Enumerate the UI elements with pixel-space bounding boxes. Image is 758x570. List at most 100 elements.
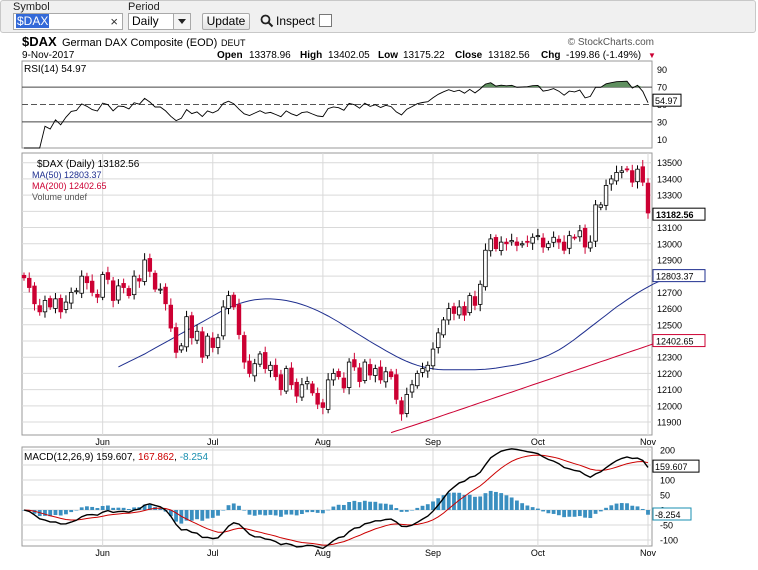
candle-body [525, 240, 530, 243]
candle-body [483, 249, 488, 288]
macd-hist-bar [195, 510, 199, 520]
candle-body [551, 236, 556, 243]
chevron-down-icon[interactable] [173, 14, 190, 29]
rsi-tick-label: 70 [657, 83, 667, 93]
candle-body [42, 300, 48, 313]
candle-body [593, 204, 598, 242]
candle-body [273, 364, 278, 378]
symbol-label: Symbol [13, 1, 50, 13]
macd-hist-bar [604, 507, 608, 510]
rsi-legend-value: 54.97 [61, 64, 86, 75]
macd-legend-macd: 159.607 [96, 452, 133, 463]
macd-hist-bar [399, 510, 404, 512]
candle-body [352, 359, 357, 368]
macd-hist-bar [184, 510, 189, 521]
macd-hist-bar [588, 510, 593, 519]
price-x-tick-label: Aug [315, 437, 331, 447]
macd-hist-bar [593, 510, 598, 514]
candle-body [205, 335, 210, 357]
rsi-tick-label: 10 [657, 135, 667, 145]
macd-hist-bar [425, 504, 430, 510]
rsi-tick-label: 90 [657, 65, 667, 75]
macd-hist-bar [431, 501, 435, 510]
candle-body [84, 276, 90, 284]
price-tick-label: 13400 [657, 174, 682, 184]
macd-hist-bar [362, 500, 367, 510]
candle-body [325, 379, 331, 410]
macd-hist-bar [315, 510, 320, 513]
clear-icon[interactable]: × [110, 14, 118, 29]
macd-hist-bar [331, 506, 336, 510]
candle-body [184, 316, 189, 348]
macd-hist-tag-box [652, 507, 692, 521]
macd-hist-bar [121, 507, 126, 510]
ma200-line [390, 339, 664, 434]
candle-body [446, 308, 451, 321]
candle-body [457, 306, 462, 316]
macd-hist-bar [394, 508, 399, 510]
price-tick-label: 12700 [657, 288, 682, 298]
macd-hist-bar [69, 510, 74, 513]
candle-body [462, 306, 467, 316]
period-select[interactable]: Daily [128, 13, 191, 30]
price-x-tick-label: Oct [531, 437, 546, 447]
macd-hist-tag: -8.254 [655, 510, 681, 520]
macd-hist-bar [74, 510, 79, 511]
macd-legend: MACD(12,26,9) 159.607, 167.862, -8.254 [24, 452, 208, 463]
macd-hist-bar [383, 503, 388, 510]
macd-hist-bar [625, 503, 629, 510]
update-button[interactable]: Update [202, 13, 250, 30]
macd-hist-bar [79, 507, 84, 510]
candle-body [630, 170, 635, 183]
candle-body [68, 291, 74, 304]
macd-hist-bar [53, 510, 58, 516]
candle-body [283, 368, 289, 392]
ma200-tag-box [652, 334, 706, 348]
inspect-checkbox[interactable] [319, 14, 332, 27]
candle-body [226, 295, 231, 309]
candle-body [394, 374, 399, 400]
candle-body [110, 280, 116, 301]
macd-hist-bar [111, 507, 116, 510]
candle-body [100, 274, 105, 298]
candle-body [378, 366, 383, 381]
candle-body [582, 227, 588, 248]
candle-body [556, 238, 562, 243]
price-tick-label: 12300 [657, 353, 682, 363]
candle-body [89, 280, 95, 293]
macd-hist-bar [467, 494, 472, 510]
candle-body [488, 238, 493, 252]
toolbar: Symbol $DAX × Period Daily Update Inspec… [0, 0, 756, 33]
low-value: 13175.22 [403, 50, 445, 61]
macd-hist-bar [530, 507, 535, 510]
macd-hist-bar [58, 510, 63, 516]
macd-hist-bar [310, 510, 315, 513]
macd-tick-label: -50 [660, 521, 673, 531]
macd-hist-bar [630, 505, 635, 510]
candle-body [168, 304, 174, 329]
macd-hist-bar [368, 501, 372, 510]
candle-body [278, 374, 284, 391]
macd-hist-bar [415, 507, 420, 510]
candle-body [215, 337, 221, 348]
macd-legend-name: MACD(12,26,9) [24, 452, 93, 463]
price-tick-label: 12000 [657, 401, 682, 411]
macd-hist-bar [441, 495, 446, 510]
candle-body [572, 236, 577, 239]
legend-ma50: MA(50) 12803.37 [32, 170, 102, 180]
macd-hist-bar [126, 508, 131, 510]
macd-hist-bar [598, 510, 603, 512]
macd-hist-bar [221, 510, 226, 511]
candle-body [37, 305, 42, 313]
high-label: High [300, 50, 322, 61]
legend-volume: Volume undef [32, 192, 88, 202]
macd-hist-bar [320, 510, 325, 514]
candle-body [624, 168, 630, 171]
symbol-input[interactable]: $DAX × [13, 13, 123, 30]
candle-body [32, 285, 37, 305]
macd-hist-bar [205, 510, 210, 519]
candle-body [294, 381, 299, 397]
chg-value: -199.86 (-1.49%) [566, 50, 641, 61]
candle-body [399, 400, 404, 415]
